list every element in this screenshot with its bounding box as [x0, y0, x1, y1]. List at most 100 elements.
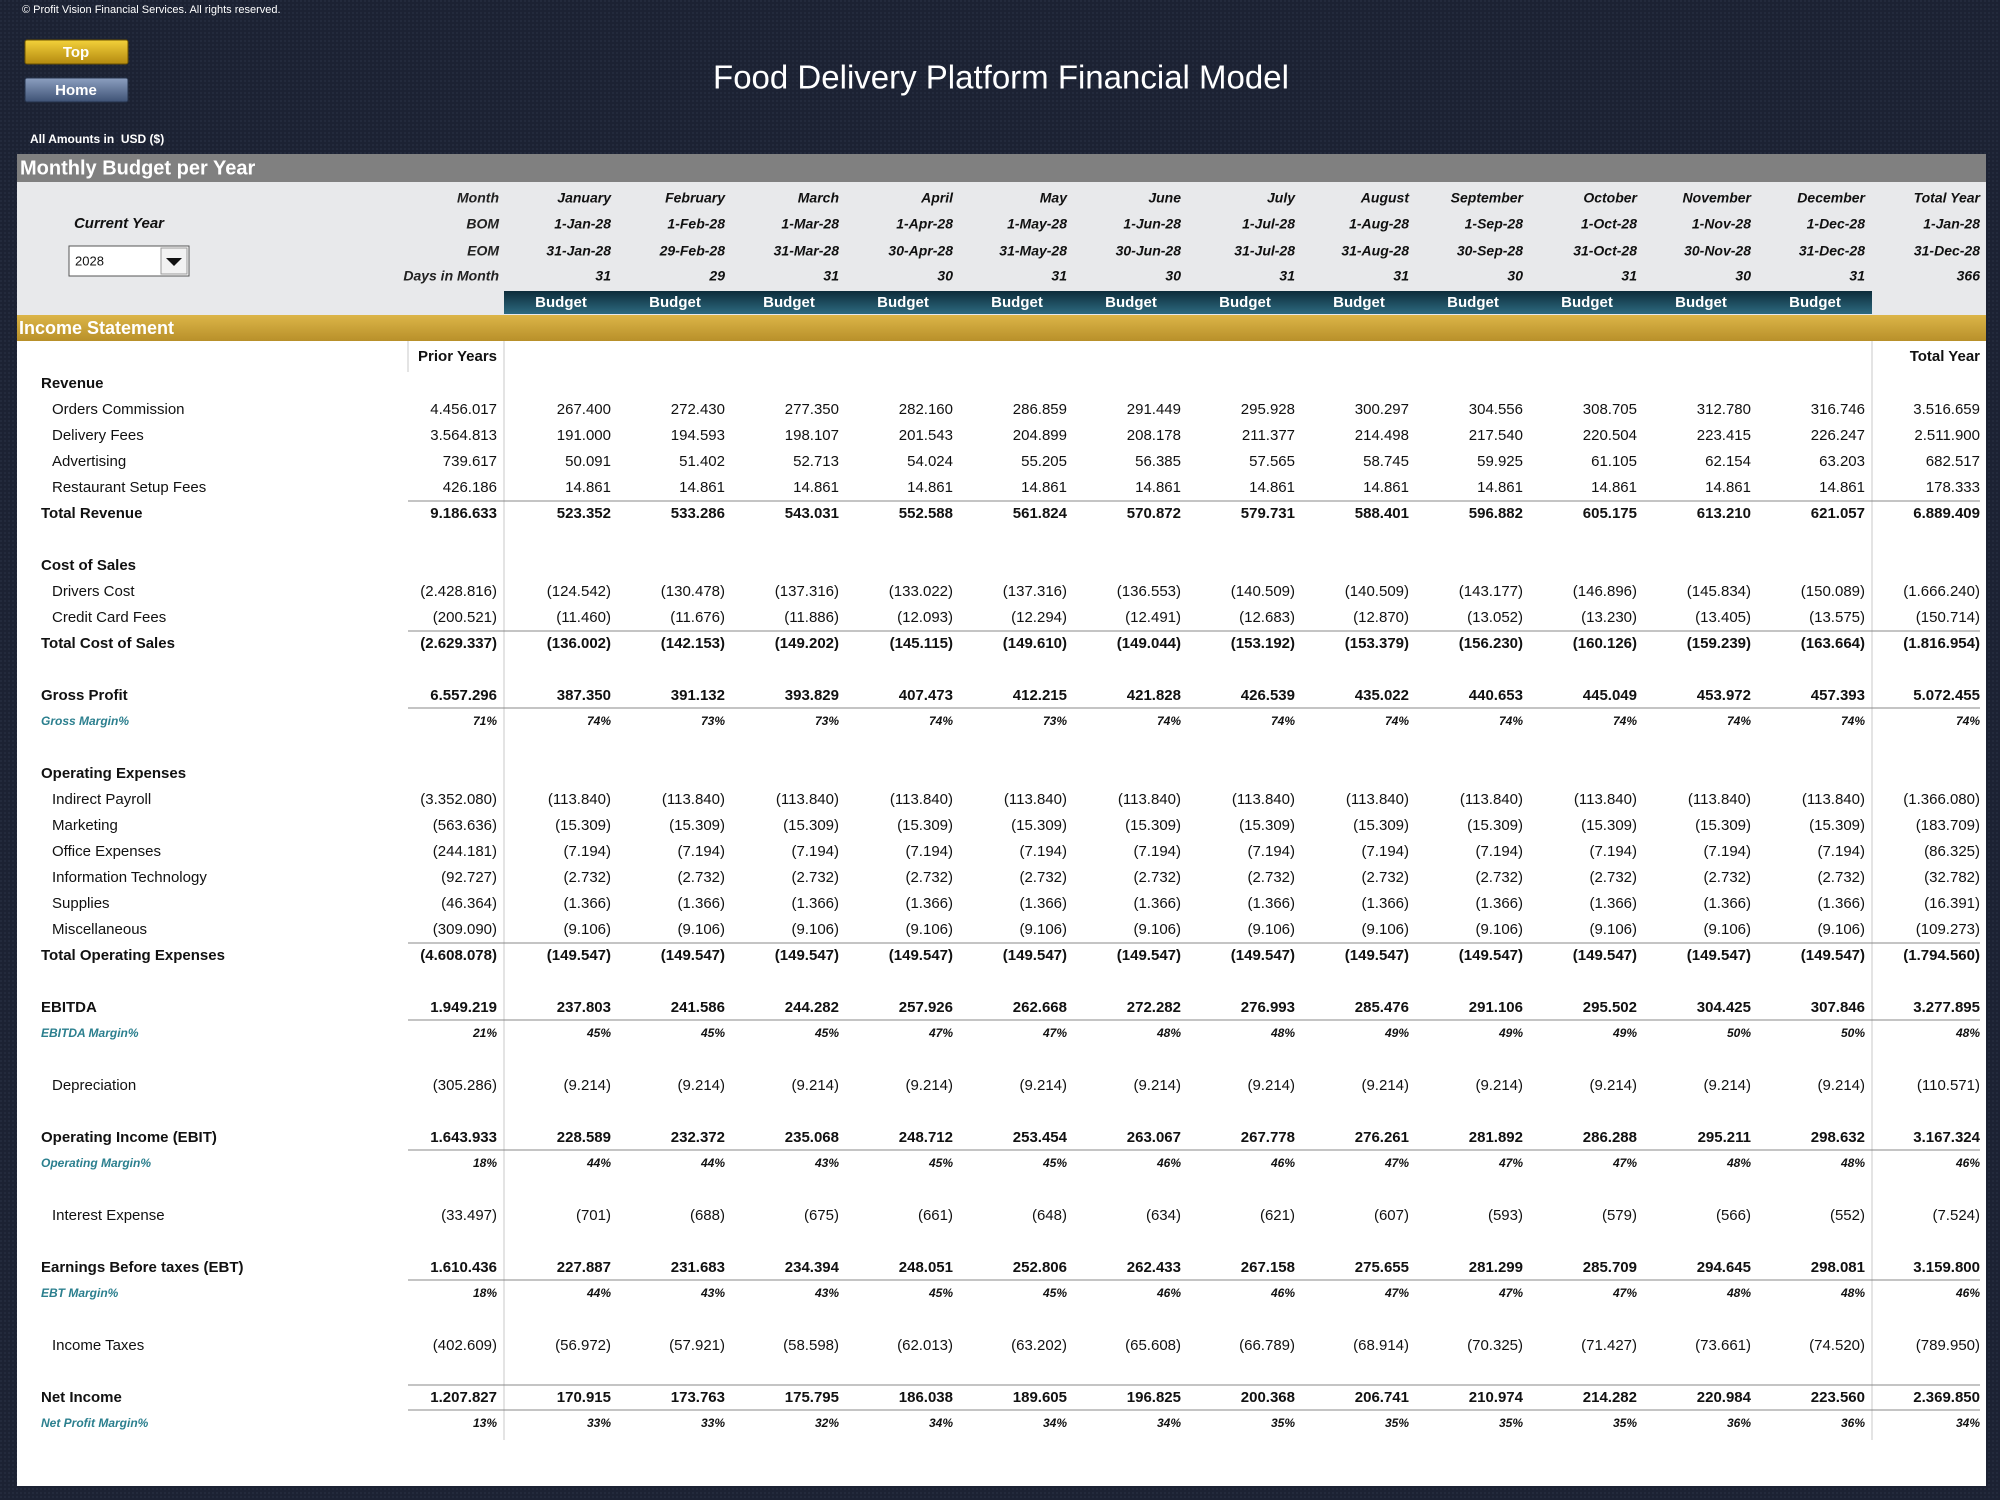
- cell-value: (15.309): [669, 817, 725, 834]
- home-button[interactable]: [24, 77, 129, 103]
- cell-value: (648): [1032, 1207, 1067, 1224]
- cell-value: (9.106): [791, 921, 839, 938]
- cell-value: 14.861: [1363, 479, 1409, 496]
- cell-value: 231.683: [671, 1259, 725, 1276]
- cell-value: 263.067: [1127, 1129, 1181, 1146]
- margin-value: 43%: [814, 1286, 839, 1300]
- margin-value: 48%: [1726, 1156, 1751, 1170]
- cell-value: 393.829: [785, 687, 839, 704]
- margin-value: 47%: [1384, 1156, 1409, 1170]
- cell-value: (149.202): [775, 635, 839, 652]
- heading-label: Operating Expenses: [41, 765, 186, 782]
- total-label: Earnings Before taxes (EBT): [41, 1259, 244, 1276]
- year-select-value[interactable]: 2028: [75, 253, 104, 268]
- sheet: [17, 154, 1986, 1486]
- cell-value: (1.366): [1475, 895, 1523, 912]
- cell-value: 241.586: [671, 999, 725, 1016]
- top-button[interactable]: [24, 39, 129, 65]
- margin-value: 46%: [1955, 1156, 1980, 1170]
- cell-value: (160.126): [1573, 635, 1637, 652]
- margin-value: 48%: [1726, 1286, 1751, 1300]
- month-days: 31: [1849, 268, 1865, 284]
- cell-value: 275.655: [1355, 1259, 1409, 1276]
- cell-value: (12.683): [1239, 609, 1295, 626]
- cell-value: 421.828: [1127, 687, 1181, 704]
- item-label: Interest Expense: [52, 1207, 165, 1224]
- cell-value: (153.379): [1345, 635, 1409, 652]
- cell-value: (153.192): [1231, 635, 1295, 652]
- margin-value: 73%: [815, 714, 839, 728]
- margin-value: 47%: [1612, 1286, 1637, 1300]
- margin-value: 44%: [700, 1156, 725, 1170]
- panel-title: Monthly Budget per Year: [20, 157, 255, 179]
- cell-value: 191.000: [557, 427, 611, 444]
- margin-value: 36%: [1727, 1416, 1751, 1430]
- cell-value: 440.653: [1469, 687, 1523, 704]
- cell-value: 1.949.219: [430, 999, 497, 1016]
- cell-value: 285.476: [1355, 999, 1409, 1016]
- cell-value: 267.778: [1241, 1129, 1295, 1146]
- cell-value: 14.861: [1819, 479, 1865, 496]
- month-bom: 1-Nov-28: [1692, 216, 1751, 232]
- cell-value: (9.214): [1247, 1077, 1295, 1094]
- margin-value: 74%: [1499, 714, 1523, 728]
- margin-value: 32%: [815, 1416, 839, 1430]
- cell-value: 276.993: [1241, 999, 1295, 1016]
- cell-value: 3.167.324: [1913, 1129, 1980, 1146]
- cell-value: 14.861: [1477, 479, 1523, 496]
- cell-value: (15.309): [555, 817, 611, 834]
- month-eom: 31-Jan-28: [546, 243, 611, 259]
- cell-value: 211.377: [1242, 427, 1295, 444]
- cell-value: (57.921): [669, 1337, 725, 1354]
- margin-value: 35%: [1385, 1416, 1409, 1430]
- cell-value: (566): [1716, 1207, 1751, 1224]
- cell-value: (1.816.954): [1903, 635, 1980, 652]
- cell-value: (15.309): [1467, 817, 1523, 834]
- cell-value: 282.160: [899, 401, 953, 418]
- button-label[interactable]: Top: [63, 44, 89, 61]
- cell-value: 14.861: [1249, 479, 1295, 496]
- cell-value: (86.325): [1924, 843, 1980, 860]
- cell-value: (15.309): [1581, 817, 1637, 834]
- button-label[interactable]: Home: [55, 82, 97, 99]
- margin-value: 36%: [1841, 1416, 1865, 1430]
- cell-value: 533.286: [671, 505, 725, 522]
- cell-value: (9.214): [1817, 1077, 1865, 1094]
- cell-value: (1.366): [677, 895, 725, 912]
- cell-value: (200.521): [433, 609, 497, 626]
- cell-value: (66.789): [1239, 1337, 1295, 1354]
- cell-value: (16.391): [1924, 895, 1980, 912]
- cell-value: 2.369.850: [1913, 1389, 1980, 1406]
- cell-value: (149.547): [1573, 947, 1637, 964]
- cell-value: (113.840): [662, 791, 725, 808]
- cell-value: (46.364): [441, 895, 497, 912]
- cell-value: 208.178: [1127, 427, 1181, 444]
- total-label: Total Revenue: [41, 505, 142, 522]
- margin-value: 45%: [1042, 1286, 1067, 1300]
- cell-value: 189.605: [1013, 1389, 1067, 1406]
- cell-value: 186.038: [899, 1389, 953, 1406]
- margin-value: 46%: [1270, 1286, 1295, 1300]
- month-eom: 30-Nov-28: [1684, 243, 1751, 259]
- month-eom: 31-Dec-28: [1914, 243, 1980, 259]
- cell-value: 412.215: [1013, 687, 1067, 704]
- cell-value: (9.214): [1019, 1077, 1067, 1094]
- margin-value: 46%: [1156, 1286, 1181, 1300]
- month-month: June: [1148, 190, 1181, 206]
- month-days: 31: [1621, 268, 1637, 284]
- cell-value: (9.106): [1361, 921, 1409, 938]
- cell-value: 210.974: [1469, 1389, 1524, 1406]
- cell-value: (137.316): [1003, 583, 1067, 600]
- budget-label: Budget: [1675, 294, 1727, 311]
- margin-value: 45%: [928, 1286, 953, 1300]
- cell-value: (113.840): [548, 791, 611, 808]
- cell-value: 3.159.800: [1913, 1259, 1980, 1276]
- margin-value: 46%: [1955, 1286, 1980, 1300]
- cell-value: (2.732): [563, 869, 611, 886]
- cell-value: (13.405): [1695, 609, 1751, 626]
- cell-value: (56.972): [555, 1337, 611, 1354]
- cell-value: 14.861: [1705, 479, 1751, 496]
- budget-label: Budget: [763, 294, 815, 311]
- month-eom: 30-Apr-28: [888, 243, 953, 259]
- margin-value: 49%: [1612, 1026, 1637, 1040]
